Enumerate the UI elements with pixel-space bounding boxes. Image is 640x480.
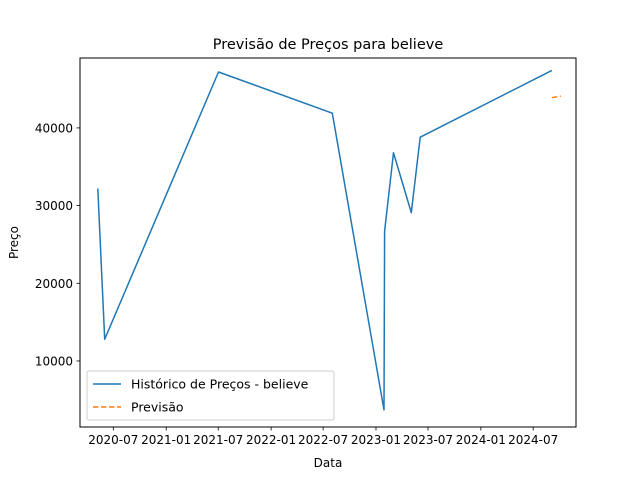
y-tick-label: 40000 [35, 121, 73, 135]
legend-label-historico: Histórico de Preços - believe [131, 377, 309, 392]
legend-label-previsao: Previsão [131, 400, 184, 415]
x-tick-label: 2024-07 [508, 433, 558, 447]
x-tick-label: 2021-01 [141, 433, 191, 447]
x-tick-label: 2020-07 [88, 433, 138, 447]
legend-box [86, 370, 335, 421]
y-tick-label: 10000 [35, 354, 73, 368]
x-tick-label: 2022-07 [298, 433, 348, 447]
y-tick-label: 30000 [35, 199, 73, 213]
legend: Histórico de Preços - believe Previsão [86, 370, 335, 421]
x-axis: 2020-07 2021-01 2021-07 2022-01 2022-07 2023-… [88, 427, 558, 447]
series-line-1 [551, 95, 561, 99]
x-tick-label: 2022-01 [246, 433, 296, 447]
x-tick-label: 2024-01 [456, 433, 506, 447]
x-axis-title: Data [314, 456, 343, 470]
x-tick-label: 2023-01 [351, 433, 401, 447]
chart-title: Previsão de Preços para believe [213, 37, 444, 53]
plot-frame [79, 57, 577, 428]
x-tick-label: 2021-07 [193, 433, 243, 447]
x-tick-label: 2023-07 [403, 433, 453, 447]
y-axis: 10000 20000 30000 40000 [35, 121, 80, 368]
y-tick-label: 20000 [35, 277, 73, 291]
series-line-0 [97, 69, 553, 411]
y-axis-title: Preço [7, 226, 21, 259]
plot-area [97, 69, 561, 411]
